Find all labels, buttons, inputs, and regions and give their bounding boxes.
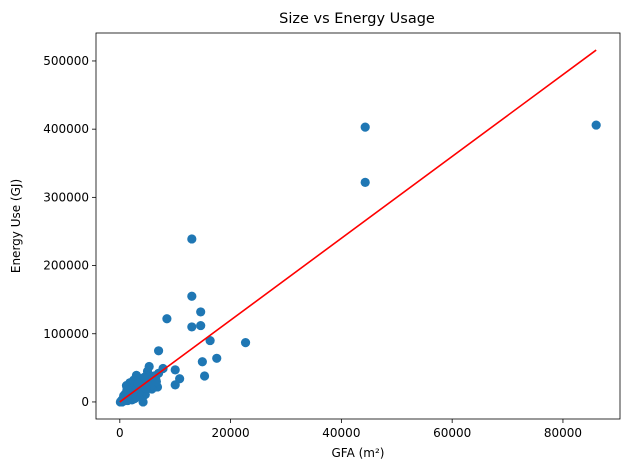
- data-point: [187, 291, 197, 301]
- chart-title: Size vs Energy Usage: [279, 11, 435, 27]
- data-point: [205, 335, 215, 346]
- data-points: [115, 120, 601, 407]
- data-point: [187, 322, 197, 332]
- data-point: [360, 122, 370, 132]
- data-point: [141, 383, 151, 393]
- x-tick-label: 80000: [544, 426, 582, 440]
- data-point: [360, 177, 370, 187]
- regression-line: [119, 49, 597, 403]
- y-axis: 0 100000 200000 300000 400000 500000: [43, 54, 96, 409]
- plot-area: [115, 49, 601, 407]
- y-tick-label: 400000: [43, 122, 89, 136]
- x-tick-label: 40000: [322, 426, 360, 440]
- data-point: [591, 120, 601, 130]
- data-point: [122, 395, 133, 406]
- data-point: [128, 389, 138, 399]
- data-point: [196, 320, 206, 331]
- data-point: [151, 376, 161, 387]
- x-tick-label: 0: [116, 426, 124, 440]
- x-axis: 0 20000 40000 60000 80000: [116, 419, 582, 440]
- y-tick-label: 500000: [43, 54, 89, 68]
- data-point: [162, 314, 172, 324]
- data-point: [139, 372, 149, 382]
- plot-frame: [95, 32, 621, 420]
- y-tick-label: 100000: [43, 327, 89, 341]
- y-tick-label: 300000: [43, 190, 89, 204]
- y-axis-label: Energy Use (GJ): [9, 179, 23, 273]
- data-point: [240, 338, 251, 348]
- data-point: [170, 380, 180, 390]
- x-axis-label: GFA (m²): [332, 446, 385, 460]
- y-tick-label: 200000: [43, 259, 89, 273]
- x-tick-label: 20000: [212, 426, 250, 440]
- axes-frame: [95, 32, 621, 420]
- data-point: [212, 353, 222, 363]
- data-point: [196, 307, 206, 317]
- x-tick-label: 60000: [433, 426, 471, 440]
- y-tick-label: 0: [81, 395, 89, 409]
- data-point: [199, 371, 210, 381]
- data-point: [170, 365, 180, 375]
- data-point: [153, 346, 164, 356]
- data-point: [187, 234, 197, 244]
- regression-line-layer: [119, 49, 597, 403]
- data-point: [197, 357, 207, 367]
